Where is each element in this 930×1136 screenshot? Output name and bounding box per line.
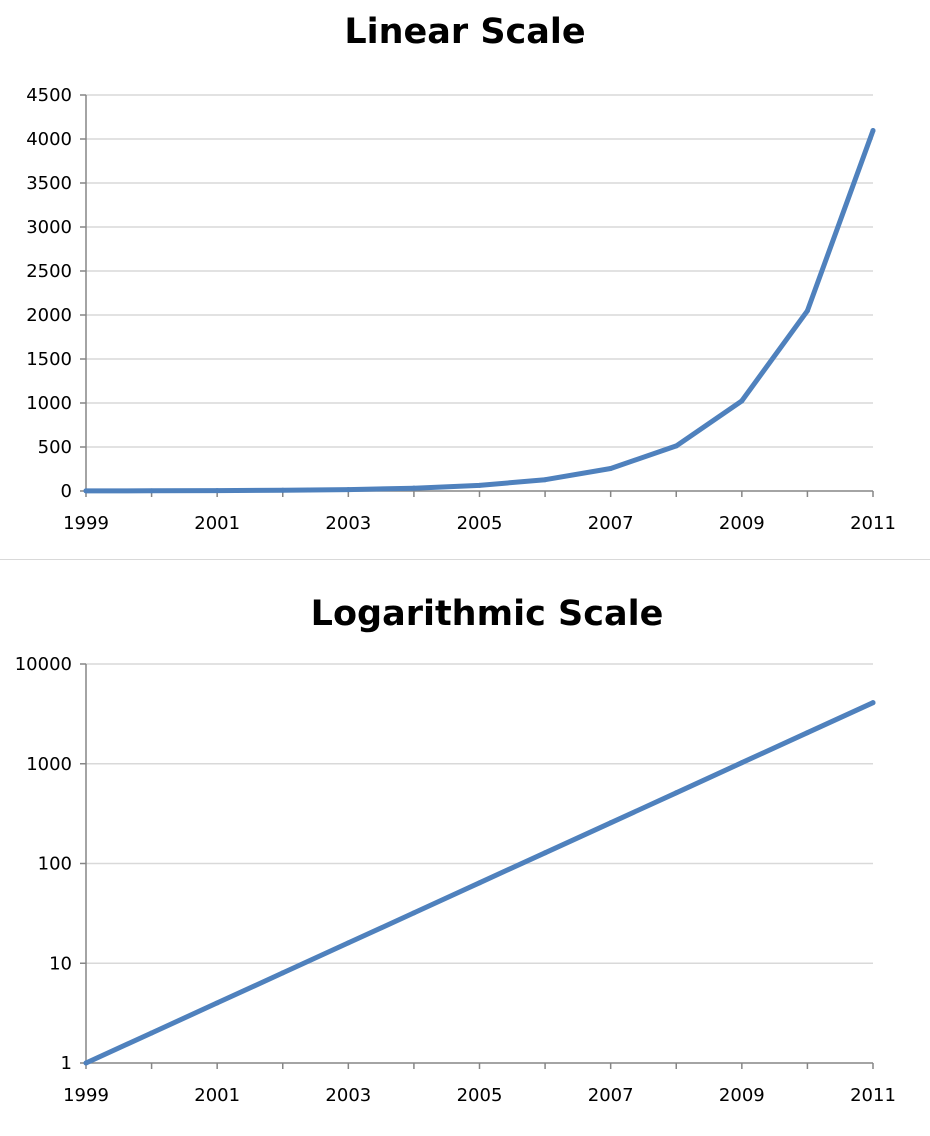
x-tick-label: 2007 xyxy=(588,1085,634,1106)
data-point xyxy=(411,910,417,916)
x-tick-label: 1999 xyxy=(63,513,109,534)
x-tick-label: 2011 xyxy=(850,1085,896,1106)
y-tick-label: 3000 xyxy=(26,217,72,238)
x-tick-label: 2005 xyxy=(457,513,503,534)
x-tick-label: 2003 xyxy=(325,513,371,534)
x-tick-label: 1999 xyxy=(63,1085,109,1106)
y-tick-label: 10 xyxy=(49,953,72,974)
y-tick-label: 1 xyxy=(61,1053,72,1074)
y-tick-label: 3500 xyxy=(26,173,72,194)
data-point xyxy=(214,488,220,494)
data-point xyxy=(739,398,745,404)
y-tick-label: 1000 xyxy=(26,393,72,414)
x-tick-label: 2003 xyxy=(325,1085,371,1106)
y-tick-label: 10000 xyxy=(15,654,72,675)
linear-chart: Linear Scale 0 500 1000 1500 2000 2500 3000 350… xyxy=(0,0,930,560)
log-chart: Logarithmic Scale 1 10 100 1000 10000 1999 200… xyxy=(0,568,930,1136)
data-point xyxy=(83,1060,89,1066)
data-point xyxy=(345,940,351,946)
x-tick-label: 2007 xyxy=(588,513,634,534)
data-point xyxy=(83,488,89,494)
chart-title: Linear Scale xyxy=(344,12,586,52)
x-tick-label: 2001 xyxy=(194,513,240,534)
y-tick-label: 1000 xyxy=(26,754,72,775)
data-point xyxy=(214,1000,220,1006)
data-point xyxy=(477,880,482,886)
data-point xyxy=(739,760,745,766)
data-point xyxy=(149,1030,155,1036)
data-point xyxy=(345,487,351,493)
y-tick-label: 4000 xyxy=(26,129,72,150)
data-point xyxy=(411,485,417,491)
x-tick-label: 2005 xyxy=(457,1085,503,1106)
data-point xyxy=(542,477,548,483)
data-point xyxy=(608,465,614,471)
x-tick-label: 2001 xyxy=(194,1085,240,1106)
y-tick-label: 4500 xyxy=(26,85,72,106)
data-point xyxy=(542,850,548,856)
x-tick-label: 2009 xyxy=(719,513,765,534)
data-point xyxy=(804,730,810,736)
data-point xyxy=(149,488,155,494)
chart-divider xyxy=(0,559,930,560)
data-point xyxy=(870,128,876,134)
linear-chart-plot: 0 500 1000 1500 2000 2500 3000 3500 4000 4500 1999… xyxy=(26,85,896,534)
y-tick-label: 0 xyxy=(61,481,72,502)
chart-title: Logarithmic Scale xyxy=(310,594,664,634)
y-tick-label: 500 xyxy=(38,437,72,458)
x-tick-label: 2011 xyxy=(850,513,896,534)
y-tick-label: 2000 xyxy=(26,305,72,326)
x-tick-label: 2009 xyxy=(719,1085,765,1106)
data-point xyxy=(280,970,286,976)
data-point xyxy=(477,482,482,488)
y-tick-label: 1500 xyxy=(26,349,72,370)
data-point xyxy=(673,443,679,449)
log-chart-plot: 1 10 100 1000 10000 1999 2001 2003 2005 2007 2009 2… xyxy=(15,654,896,1106)
data-point xyxy=(870,700,876,706)
series-line xyxy=(83,128,876,494)
data-point xyxy=(608,820,614,826)
y-tick-label: 100 xyxy=(38,854,72,875)
data-point xyxy=(673,790,679,796)
data-point xyxy=(804,308,810,314)
y-tick-label: 2500 xyxy=(26,261,72,282)
data-point xyxy=(280,487,286,493)
